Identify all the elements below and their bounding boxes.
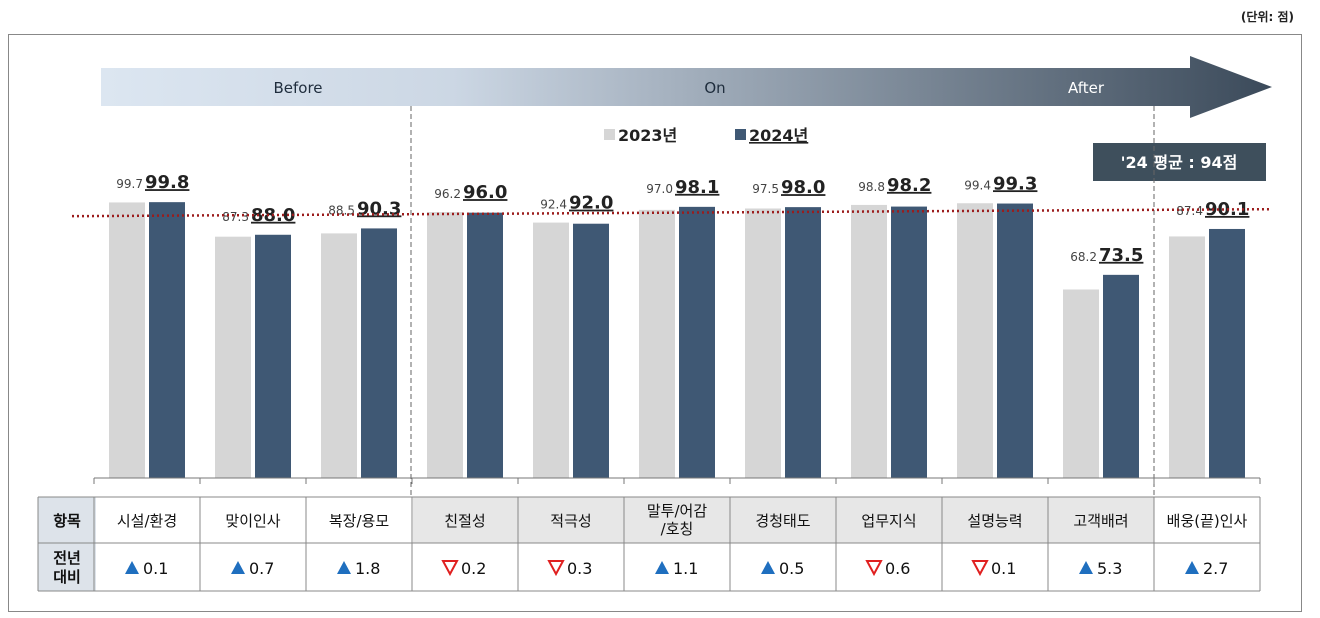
bar-2024 (891, 206, 927, 478)
table-change-value: 0.3 (567, 559, 592, 578)
legend-swatch-2023 (604, 129, 615, 140)
table-header-change: 전년 (53, 549, 81, 567)
average-badge (1093, 143, 1266, 181)
table-header-item: 항목 (53, 512, 81, 530)
table-change-value: 0.2 (461, 559, 486, 578)
bar-2023 (639, 209, 675, 478)
bar-2024 (997, 203, 1033, 479)
table-on-phase-shading (413, 497, 1154, 543)
data-label-2023: 97.5 (752, 182, 779, 196)
data-label-2023: 96.2 (434, 187, 461, 201)
bar-2023 (957, 203, 993, 478)
bar-2023 (533, 222, 569, 478)
table-change-value: 0.1 (991, 559, 1016, 578)
table-category-label: 말투/어감 (647, 502, 707, 520)
table-header-column (38, 497, 96, 591)
table-category-label: 적극성 (550, 512, 591, 530)
data-label-2023: 87.4 (1176, 204, 1203, 218)
data-label-2023: 98.8 (858, 180, 885, 194)
data-label-2024: 99.8 (145, 172, 189, 193)
change-down-icon (441, 560, 459, 577)
change-up-icon (1185, 561, 1199, 574)
unit-label: (단위: 점) (1240, 10, 1294, 24)
chart-frame (8, 34, 1302, 612)
phase-label-on: On (704, 79, 725, 97)
table-category-label: 설명능력 (967, 512, 1022, 530)
bar-2023 (427, 212, 463, 478)
data-label-2023: 99.7 (116, 177, 143, 191)
change-up-icon (1079, 561, 1093, 574)
bar-2023 (745, 208, 781, 478)
table-category-label: 시설/환경 (117, 512, 177, 530)
table-header-change: 대비 (53, 568, 81, 586)
table-change-value: 0.1 (143, 559, 168, 578)
data-label-2023: 99.4 (964, 178, 991, 192)
table-change-value: 1.8 (355, 559, 380, 578)
change-up-icon (337, 561, 351, 574)
phase-arrow (101, 56, 1272, 118)
bar-2024 (149, 202, 185, 478)
average-badge-label: '24 평균 : 94점 (1121, 153, 1238, 172)
table-category-label: 배웅(끝)인사 (1167, 512, 1248, 530)
data-label-2024: 90.3 (357, 198, 401, 219)
bar-2023 (851, 204, 887, 478)
table-category-label: 맞이인사 (225, 512, 280, 530)
bar-2024 (573, 223, 609, 478)
data-label-2024: 92.0 (569, 193, 613, 214)
phase-label-after: After (1068, 79, 1105, 97)
data-label-2024: 98.0 (781, 177, 825, 198)
table-category-label: 업무지식 (861, 512, 916, 530)
table-category-label: 경청태도 (755, 512, 810, 530)
bar-2024 (1103, 274, 1139, 478)
table-category-label: /호칭 (661, 520, 694, 538)
data-label-2023: 92.4 (540, 198, 567, 212)
bar-2024 (467, 212, 503, 478)
data-label-2024: 96.0 (463, 182, 507, 203)
table-change-value: 5.3 (1097, 559, 1122, 578)
table-change-value: 1.1 (673, 559, 698, 578)
table-change-value: 2.7 (1203, 559, 1228, 578)
table-category-label: 친절성 (444, 512, 485, 530)
change-down-icon (971, 560, 989, 577)
bar-2024 (255, 234, 291, 478)
legend-label-2023: 2023년 (618, 126, 677, 145)
bar-2023 (1169, 236, 1205, 478)
legend-swatch-2024 (735, 129, 746, 140)
bar-2023 (109, 202, 145, 478)
table-change-value: 0.6 (885, 559, 910, 578)
change-up-icon (231, 561, 245, 574)
data-label-2024: 73.5 (1099, 245, 1143, 266)
change-down-icon (865, 560, 883, 577)
data-label-2023: 68.2 (1070, 250, 1097, 264)
data-label-2024: 98.2 (887, 175, 931, 196)
table-category-label: 복장/용모 (329, 512, 389, 530)
table-change-value: 0.7 (249, 559, 274, 578)
change-up-icon (125, 561, 139, 574)
change-up-icon (655, 561, 669, 574)
bar-2024 (1209, 228, 1245, 478)
bar-2024 (785, 207, 821, 479)
bar-2023 (215, 236, 251, 478)
data-label-2024: 99.3 (993, 173, 1037, 194)
table-category-label: 고객배려 (1073, 512, 1128, 530)
table-change-value: 0.5 (779, 559, 804, 578)
phase-label-before: Before (273, 79, 322, 97)
data-label-2023: 87.3 (222, 210, 249, 224)
data-label-2023: 97.0 (646, 182, 673, 196)
change-up-icon (761, 561, 775, 574)
bar-2024 (679, 206, 715, 478)
change-down-icon (547, 560, 565, 577)
bar-2023 (1063, 289, 1099, 478)
legend-label-2024: 2024년 (749, 126, 808, 145)
bar-2024 (361, 228, 397, 478)
data-label-2024: 98.1 (675, 177, 719, 198)
bar-2023 (321, 233, 357, 478)
